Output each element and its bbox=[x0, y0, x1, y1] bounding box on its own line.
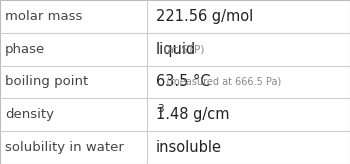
Text: insoluble: insoluble bbox=[156, 140, 222, 155]
Text: liquid: liquid bbox=[156, 42, 196, 57]
Text: 63.5 °C: 63.5 °C bbox=[156, 74, 210, 90]
Text: density: density bbox=[5, 108, 54, 121]
Text: 221.56 g/mol: 221.56 g/mol bbox=[156, 9, 253, 24]
Text: 1.48 g/cm: 1.48 g/cm bbox=[156, 107, 229, 122]
Text: 3: 3 bbox=[157, 104, 164, 114]
Text: boiling point: boiling point bbox=[5, 75, 89, 89]
Text: phase: phase bbox=[5, 43, 46, 56]
Text: molar mass: molar mass bbox=[5, 10, 83, 23]
Text: solubility in water: solubility in water bbox=[5, 141, 124, 154]
Text: (at STP): (at STP) bbox=[157, 44, 204, 54]
Text: (measured at 666.5 Pa): (measured at 666.5 Pa) bbox=[157, 77, 281, 87]
